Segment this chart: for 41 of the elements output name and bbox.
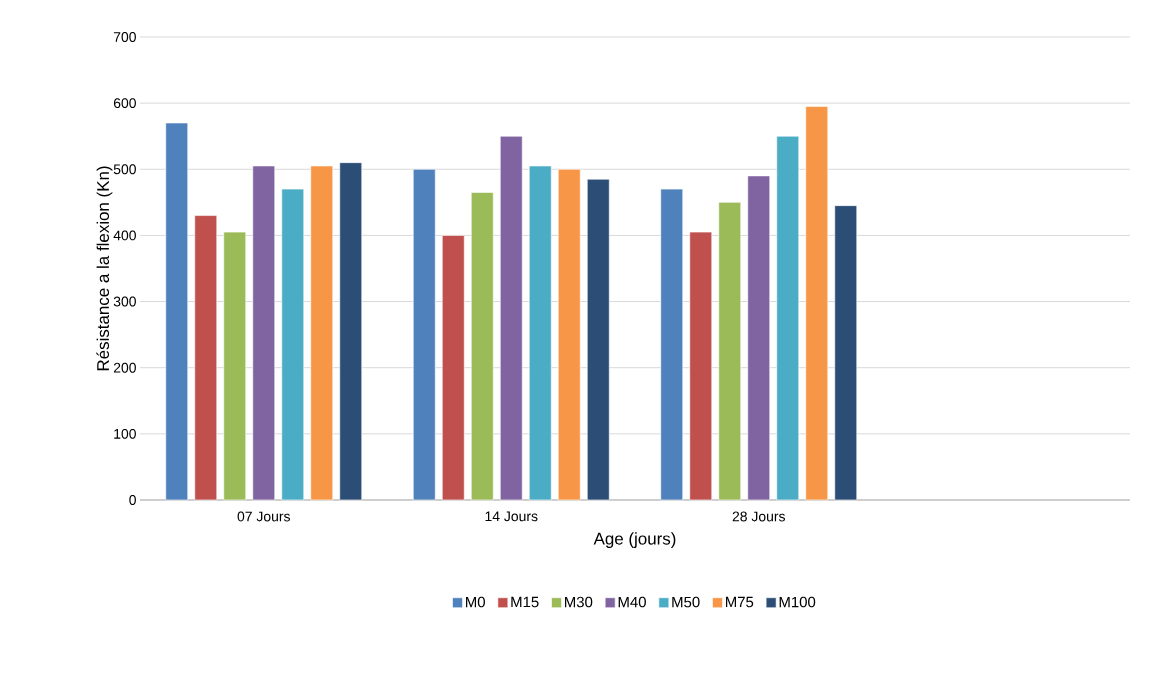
bar: [412, 168, 436, 501]
bar: [223, 231, 247, 501]
bar: [805, 106, 829, 501]
legend-label: M40: [618, 596, 646, 608]
bar: [165, 122, 189, 501]
bar: [834, 205, 858, 501]
bar: [747, 175, 771, 501]
x-axis-title: Age (jours): [593, 532, 676, 549]
y-tick-label: 200: [113, 362, 136, 373]
bar: [528, 165, 552, 501]
y-tick-label: 100: [114, 428, 136, 439]
x-tick-label: 14 Jours: [485, 511, 538, 522]
bar: [339, 162, 363, 501]
legend-label: M0: [466, 596, 485, 608]
legend-label: M50: [672, 596, 700, 608]
y-tick-label: 400: [113, 230, 136, 241]
bar: [499, 135, 523, 501]
bar: [441, 235, 465, 501]
y-tick-label: 700: [113, 32, 136, 42]
bar: [689, 231, 713, 501]
bar: [281, 188, 305, 501]
x-tick-label: 07 Jours: [237, 511, 290, 522]
legend-label: M75: [725, 596, 754, 608]
bar: [557, 168, 581, 501]
bar: [194, 215, 218, 501]
y-tick-label: 500: [113, 164, 136, 175]
bar: [776, 135, 800, 501]
bar: [252, 165, 276, 501]
y-tick-label: 300: [113, 296, 136, 307]
bar: [586, 178, 610, 501]
y-tick-label: 0: [129, 495, 136, 505]
x-tick-label: 28 Jours: [732, 511, 785, 522]
legend-label: M15: [511, 596, 539, 608]
y-tick-label: 600: [113, 98, 136, 109]
y-axis-title: Résistance a la flexion (Kn): [96, 166, 113, 371]
legend-label: M100: [779, 596, 816, 608]
bar: [660, 188, 684, 501]
bar: [470, 192, 494, 501]
bar: [718, 202, 742, 501]
legend-label: M30: [565, 596, 593, 608]
bar: [310, 165, 334, 501]
